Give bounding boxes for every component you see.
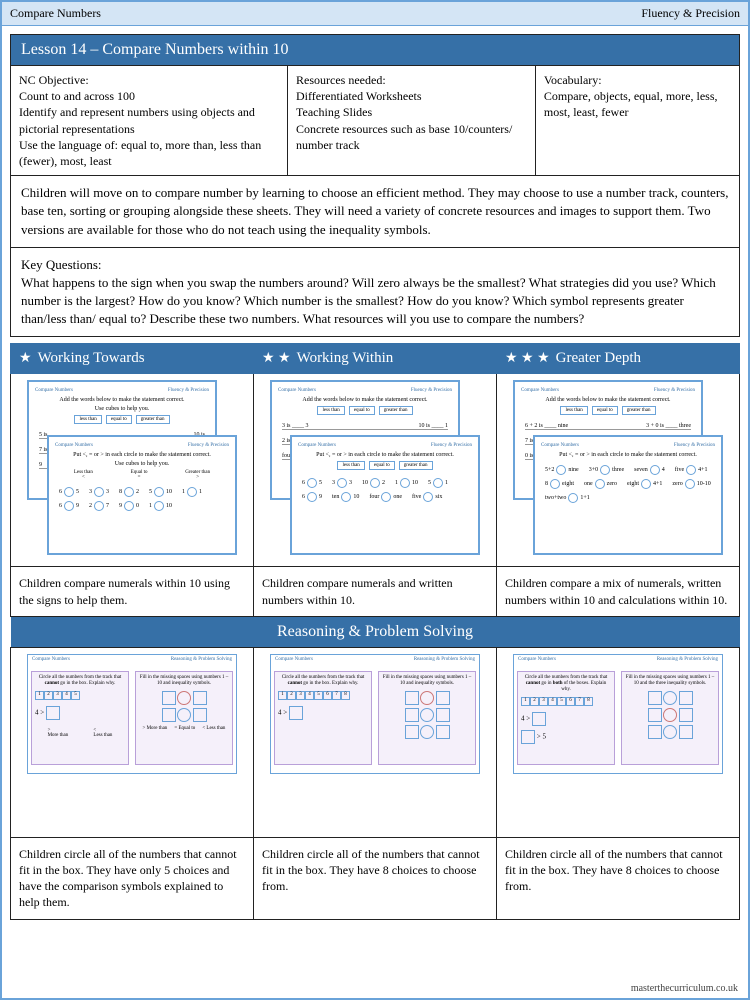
tier-wt-header: ★ Working Towards [11,344,254,374]
rps-gd-thumb: Compare NumbersReasoning & Problem Solvi… [497,647,740,837]
rps-header: Reasoning & Problem Solving [11,616,740,647]
kq-heading: Key Questions: [21,256,729,274]
rps-ww-desc: Children circle all of the numbers that … [254,837,497,919]
tier-ww-desc: Children compare numerals and written nu… [254,567,497,616]
content: Lesson 14 – Compare Numbers within 10 NC… [2,26,748,928]
objective-heading: NC Objective: [19,72,279,88]
tier-wt-thumb: Compare NumbersFluency & Precision Add t… [11,374,254,567]
tier-ww-header: ★ ★ Working Within [254,344,497,374]
rps-wt-thumb: Compare NumbersReasoning & Problem Solvi… [11,647,254,837]
footer: masterthecurriculum.co.uk [631,983,738,994]
resources-heading: Resources needed: [296,72,527,88]
star-icon: ★ ★ ★ [505,351,550,366]
rps-gd-desc: Children circle all of the numbers that … [497,837,740,919]
tier-ww-label: Working Within [297,350,394,366]
kq-body: What happens to the sign when you swap t… [21,274,729,329]
tier-gd-label: Greater Depth [556,350,641,366]
resources-body: Differentiated Worksheets Teaching Slide… [296,88,527,153]
worksheet-thumbnail: Compare NumbersFluency & Precision Put <… [290,435,480,555]
overview: Children will move on to compare number … [11,176,740,248]
tier-gd-desc: Children compare a mix of numerals, writ… [497,567,740,616]
top-header: Compare Numbers Fluency & Precision [2,2,748,26]
header-right: Fluency & Precision [641,6,740,21]
worksheet-thumbnail: Compare NumbersReasoning & Problem Solvi… [270,654,480,774]
tiers-table: ★ Working Towards ★ ★ Working Within ★ ★ ★… [10,343,740,919]
resources-cell: Resources needed: Differentiated Workshe… [288,66,536,176]
rps-ww-thumb: Compare NumbersReasoning & Problem Solvi… [254,647,497,837]
tier-wt-desc: Children compare numerals within 10 usin… [11,567,254,616]
worksheet-thumbnail: Compare NumbersReasoning & Problem Solvi… [513,654,723,774]
tier-gd-thumb: Compare NumbersFluency & Precision Add t… [497,374,740,567]
rps-wt-desc: Children circle all of the numbers that … [11,837,254,919]
page: Compare Numbers Fluency & Precision Less… [0,0,750,1000]
worksheet-thumbnail: Compare NumbersFluency & Precision Put <… [533,435,723,555]
vocab-body: Compare, objects, equal, more, less, mos… [544,88,731,120]
lesson-table: Lesson 14 – Compare Numbers within 10 NC… [10,34,740,337]
star-icon: ★ [19,351,32,366]
star-icon: ★ ★ [262,351,291,366]
tier-wt-label: Working Towards [38,350,145,366]
header-left: Compare Numbers [10,6,101,21]
vocab-heading: Vocabulary: [544,72,731,88]
key-questions-cell: Key Questions: What happens to the sign … [11,247,740,337]
lesson-title: Lesson 14 – Compare Numbers within 10 [11,35,740,66]
objective-body: Count to and across 100 Identify and rep… [19,88,279,169]
worksheet-thumbnail: Compare NumbersFluency & Precision Put <… [47,435,237,555]
tier-ww-thumb: Compare NumbersFluency & Precision Add t… [254,374,497,567]
worksheet-thumbnail: Compare NumbersReasoning & Problem Solvi… [27,654,237,774]
objective-cell: NC Objective: Count to and across 100 Id… [11,66,288,176]
vocab-cell: Vocabulary: Compare, objects, equal, mor… [535,66,739,176]
tier-gd-header: ★ ★ ★ Greater Depth [497,344,740,374]
